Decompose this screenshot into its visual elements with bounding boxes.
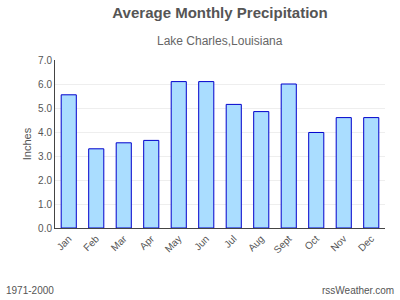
svg-text:5.0: 5.0 — [38, 103, 52, 114]
svg-text:rssWeather.com: rssWeather.com — [322, 285, 394, 296]
svg-text:1971-2000: 1971-2000 — [6, 285, 54, 296]
svg-text:Sept: Sept — [271, 233, 293, 255]
svg-text:Mar: Mar — [109, 233, 129, 253]
svg-text:Average Monthly Precipitation: Average Monthly Precipitation — [112, 4, 327, 21]
svg-text:Feb: Feb — [81, 233, 101, 253]
svg-text:Nov: Nov — [328, 233, 348, 253]
svg-text:Inches: Inches — [21, 127, 33, 160]
svg-text:Jan: Jan — [55, 233, 74, 252]
svg-text:Jun: Jun — [192, 233, 211, 252]
svg-text:Oct: Oct — [302, 233, 321, 252]
svg-text:6.0: 6.0 — [38, 79, 52, 90]
svg-text:Aug: Aug — [246, 233, 266, 253]
svg-text:May: May — [163, 233, 184, 254]
svg-text:3.0: 3.0 — [38, 151, 52, 162]
svg-text:1.0: 1.0 — [38, 199, 52, 210]
svg-text:Jul: Jul — [222, 233, 239, 250]
svg-text:2.0: 2.0 — [38, 175, 52, 186]
svg-text:Lake Charles,Louisiana: Lake Charles,Louisiana — [157, 34, 283, 48]
svg-text:4.0: 4.0 — [38, 127, 52, 138]
svg-text:7.0: 7.0 — [38, 55, 52, 66]
svg-text:Apr: Apr — [137, 233, 156, 252]
svg-text:Dec: Dec — [356, 233, 376, 253]
svg-text:0.0: 0.0 — [38, 223, 52, 234]
